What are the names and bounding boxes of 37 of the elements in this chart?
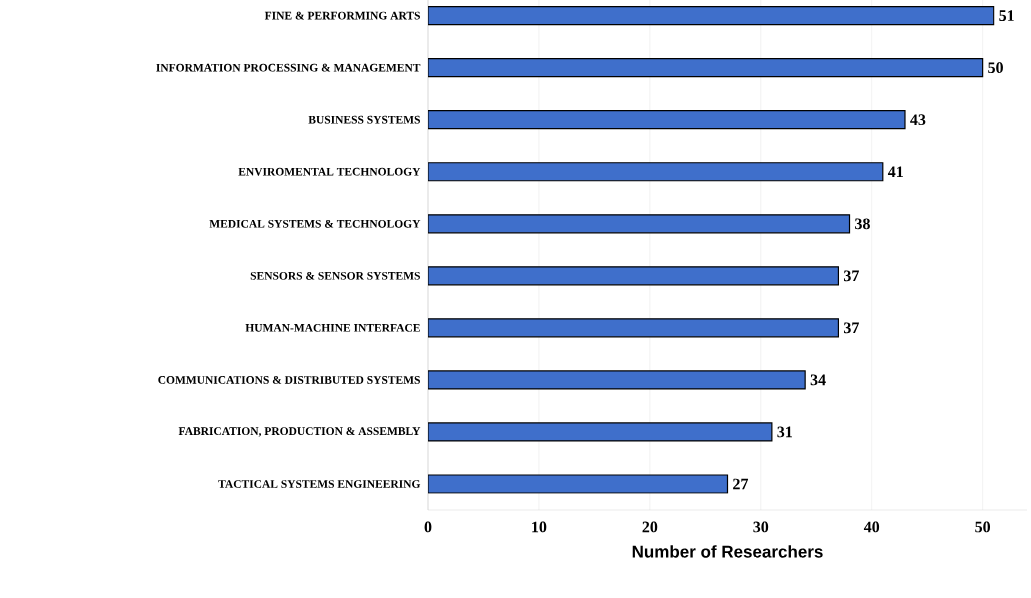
data-label: 31 — [777, 426, 792, 438]
x-tick-label: 40 — [863, 521, 880, 533]
bar — [428, 110, 906, 130]
bar — [428, 422, 773, 442]
x-tick-label: 20 — [642, 521, 658, 533]
bar — [428, 162, 884, 182]
y-tick-label: SENSORS & SENSOR SYSTEMS — [250, 271, 420, 280]
y-tick-label: HUMAN-MACHINE INTERFACE — [245, 324, 420, 332]
bar — [428, 318, 840, 338]
x-tick-label: 10 — [532, 521, 547, 533]
y-tick-label: MEDICAL SYSTEMS & TECHNOLOGY — [209, 219, 421, 228]
y-tick-label: FABRICATION, PRODUCTION & ASSEMBLY — [178, 427, 421, 437]
data-label: 37 — [843, 322, 859, 334]
x-tick-label: 0 — [424, 521, 432, 533]
y-tick-label: FINE & PERFORMING ARTS — [264, 11, 420, 20]
bar — [428, 370, 806, 390]
data-label: 38 — [855, 218, 870, 230]
bar — [428, 214, 851, 234]
data-label: 50 — [988, 62, 1003, 74]
bar — [428, 6, 995, 26]
data-label: 51 — [999, 10, 1014, 21]
data-label: 37 — [843, 270, 859, 282]
bar — [428, 58, 984, 78]
y-tick-label: INFORMATION PROCESSING & MANAGEMENT — [156, 63, 421, 72]
data-label: 27 — [733, 478, 749, 490]
y-tick-label: COMMUNICATIONS & DISTRIBUTED SYSTEMS — [158, 376, 420, 384]
data-label: 34 — [810, 374, 826, 386]
y-tick-label: TACTICAL SYSTEMS ENGINEERING — [218, 480, 421, 488]
data-label: 41 — [887, 166, 903, 178]
y-tick-label: BUSINESS SYSTEMS — [308, 115, 420, 124]
x-axis-title: Number of Researchers — [632, 545, 823, 558]
y-tick-label: ENVIROMENTAL TECHNOLOGY — [238, 167, 421, 176]
bar — [428, 266, 840, 286]
x-tick-label: 50 — [975, 521, 991, 533]
data-label: 43 — [910, 114, 926, 126]
x-tick-label: 30 — [753, 521, 769, 533]
bar — [428, 474, 729, 494]
